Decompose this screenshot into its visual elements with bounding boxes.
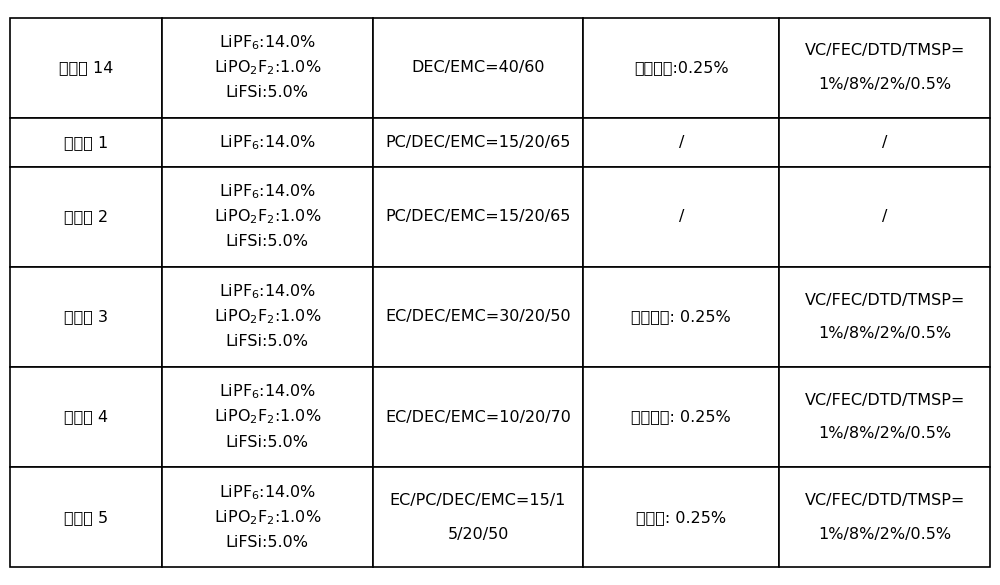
Text: LiPF$_6$:14.0%: LiPF$_6$:14.0% xyxy=(219,183,316,201)
Bar xyxy=(162,118,373,167)
Text: 亚硫酸锂: 0.25%: 亚硫酸锂: 0.25% xyxy=(631,410,731,425)
Text: 亚硫酸锂: 0.25%: 亚硫酸锂: 0.25% xyxy=(631,309,731,324)
Bar xyxy=(583,367,779,467)
Bar xyxy=(10,467,162,567)
Bar xyxy=(583,467,779,567)
Bar xyxy=(10,367,162,467)
Text: 亚硫酸锂:0.25%: 亚硫酸锂:0.25% xyxy=(634,60,729,75)
Bar xyxy=(10,267,162,367)
Text: 1%/8%/2%/0.5%: 1%/8%/2%/0.5% xyxy=(818,526,951,542)
Text: VC/FEC/DTD/TMSP=: VC/FEC/DTD/TMSP= xyxy=(804,393,965,408)
Text: LiFSi:5.0%: LiFSi:5.0% xyxy=(226,335,309,349)
Text: LiFSi:5.0%: LiFSi:5.0% xyxy=(226,85,309,100)
Text: LiFSi:5.0%: LiFSi:5.0% xyxy=(226,234,309,249)
Text: VC/FEC/DTD/TMSP=: VC/FEC/DTD/TMSP= xyxy=(804,292,965,308)
Bar xyxy=(373,118,583,167)
Text: PC/DEC/EMC=15/20/65: PC/DEC/EMC=15/20/65 xyxy=(385,135,571,150)
Text: 1%/8%/2%/0.5%: 1%/8%/2%/0.5% xyxy=(818,77,951,92)
Bar xyxy=(10,118,162,167)
Text: EC/DEC/EMC=10/20/70: EC/DEC/EMC=10/20/70 xyxy=(385,410,571,425)
Text: 对比例 3: 对比例 3 xyxy=(64,309,108,324)
Text: VC/FEC/DTD/TMSP=: VC/FEC/DTD/TMSP= xyxy=(804,43,965,59)
Text: LiPF$_6$:14.0%: LiPF$_6$:14.0% xyxy=(219,483,316,501)
Bar xyxy=(373,467,583,567)
Text: 5/20/50: 5/20/50 xyxy=(447,526,509,542)
Bar xyxy=(779,18,990,118)
Bar xyxy=(10,167,162,267)
Text: 对比例 2: 对比例 2 xyxy=(64,209,108,224)
Bar xyxy=(162,367,373,467)
Text: 对比例 4: 对比例 4 xyxy=(64,410,108,425)
Bar xyxy=(373,267,583,367)
Text: /: / xyxy=(882,135,887,150)
Text: 1%/8%/2%/0.5%: 1%/8%/2%/0.5% xyxy=(818,426,951,441)
Bar xyxy=(583,167,779,267)
Bar xyxy=(162,267,373,367)
Bar xyxy=(373,367,583,467)
Bar xyxy=(162,167,373,267)
Bar xyxy=(779,118,990,167)
Bar xyxy=(373,167,583,267)
Text: LiPO$_2$F$_2$:1.0%: LiPO$_2$F$_2$:1.0% xyxy=(214,58,321,77)
Text: LiPO$_2$F$_2$:1.0%: LiPO$_2$F$_2$:1.0% xyxy=(214,308,321,326)
Text: PC/DEC/EMC=15/20/65: PC/DEC/EMC=15/20/65 xyxy=(385,209,571,224)
Bar xyxy=(779,267,990,367)
Bar xyxy=(779,167,990,267)
Text: EC/PC/DEC/EMC=15/1: EC/PC/DEC/EMC=15/1 xyxy=(390,493,566,508)
Text: /: / xyxy=(679,135,684,150)
Text: LiPO$_2$F$_2$:1.0%: LiPO$_2$F$_2$:1.0% xyxy=(214,508,321,526)
Text: /: / xyxy=(882,209,887,224)
Text: LiPF$_6$:14.0%: LiPF$_6$:14.0% xyxy=(219,283,316,301)
Text: 硫酸锂: 0.25%: 硫酸锂: 0.25% xyxy=(636,510,726,525)
Text: 对比例 5: 对比例 5 xyxy=(64,510,108,525)
Bar xyxy=(779,467,990,567)
Bar xyxy=(162,467,373,567)
Text: LiPF$_6$:14.0%: LiPF$_6$:14.0% xyxy=(219,33,316,52)
Text: LiFSi:5.0%: LiFSi:5.0% xyxy=(226,435,309,450)
Bar xyxy=(779,367,990,467)
Bar xyxy=(583,267,779,367)
Text: /: / xyxy=(679,209,684,224)
Bar xyxy=(373,18,583,118)
Text: 对比例 1: 对比例 1 xyxy=(64,135,108,150)
Text: DEC/EMC=40/60: DEC/EMC=40/60 xyxy=(411,60,545,75)
Bar xyxy=(583,118,779,167)
Text: LiPF$_6$:14.0%: LiPF$_6$:14.0% xyxy=(219,383,316,401)
Bar xyxy=(10,18,162,118)
Text: LiFSi:5.0%: LiFSi:5.0% xyxy=(226,535,309,550)
Text: 实施例 14: 实施例 14 xyxy=(59,60,113,75)
Bar xyxy=(162,18,373,118)
Text: LiPO$_2$F$_2$:1.0%: LiPO$_2$F$_2$:1.0% xyxy=(214,408,321,426)
Text: LiPF$_6$:14.0%: LiPF$_6$:14.0% xyxy=(219,133,316,152)
Text: EC/DEC/EMC=30/20/50: EC/DEC/EMC=30/20/50 xyxy=(385,309,571,324)
Bar xyxy=(583,18,779,118)
Text: 1%/8%/2%/0.5%: 1%/8%/2%/0.5% xyxy=(818,326,951,341)
Text: VC/FEC/DTD/TMSP=: VC/FEC/DTD/TMSP= xyxy=(804,493,965,508)
Text: LiPO$_2$F$_2$:1.0%: LiPO$_2$F$_2$:1.0% xyxy=(214,207,321,226)
